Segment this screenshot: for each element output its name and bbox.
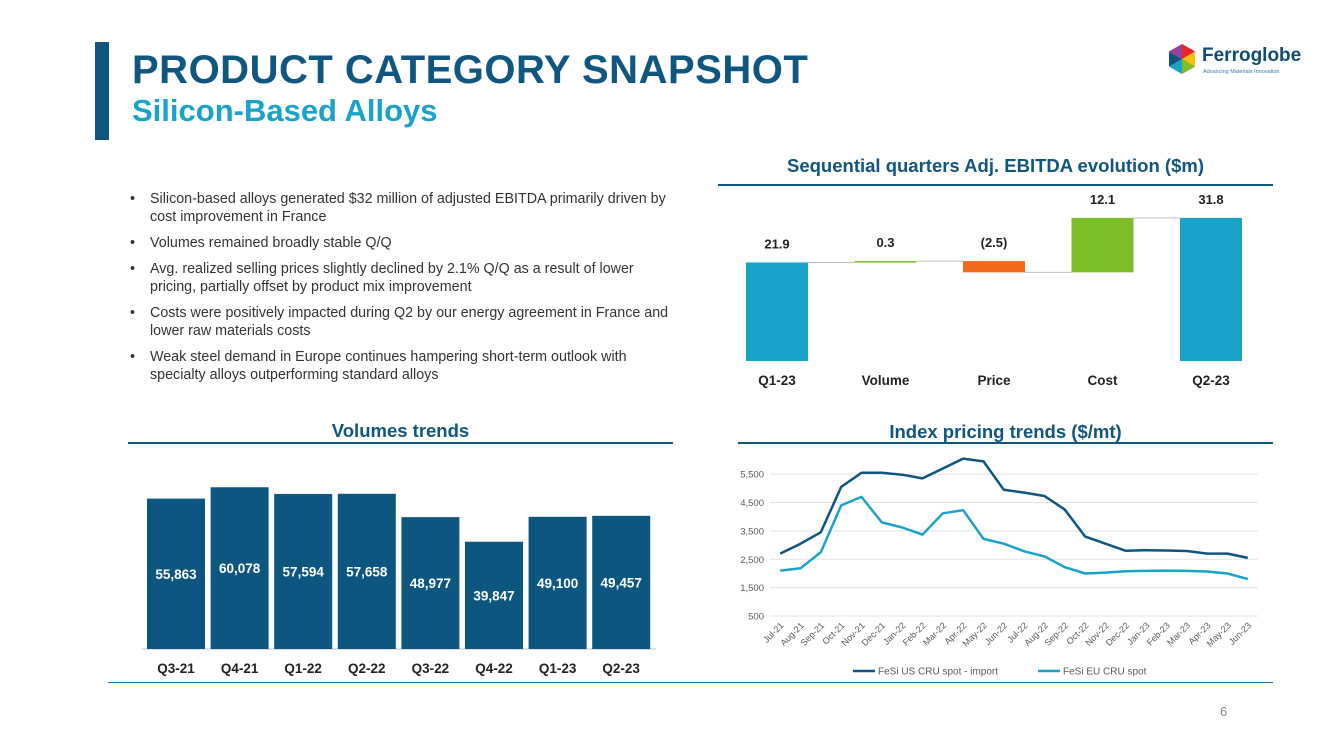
summary-bullet-list: • Silicon-based alloys generated $32 mill… — [128, 190, 683, 392]
volumes-category-label: Q3-21 — [157, 661, 195, 676]
bullet-icon: • — [130, 261, 136, 277]
bullet-item: • Weak steel demand in Europe continues h… — [128, 348, 683, 384]
waterfall-category-label: Q2-23 — [1192, 373, 1230, 388]
waterfall-data-label: 12.1 — [1090, 192, 1115, 207]
legend-label: FeSi US CRU spot - import — [878, 667, 998, 678]
page-subtitle: Silicon-Based Alloys — [132, 93, 438, 128]
page-title: PRODUCT CATEGORY SNAPSHOT — [132, 48, 809, 92]
waterfall-bar — [854, 261, 917, 263]
waterfall-category-label: Q1-23 — [758, 373, 796, 388]
company-logo: Ferroglobe Advancing Materials Innovatio… — [1166, 43, 1316, 77]
volumes-bar — [401, 517, 460, 649]
volumes-chart-title: Volumes trends — [331, 420, 470, 441]
waterfall-chart-title: Sequential quarters Adj. EBITDA evolutio… — [787, 155, 1204, 176]
volumes-category-label: Q3-22 — [412, 661, 450, 676]
pricing-x-tick-label: Mar-23 — [1165, 620, 1192, 647]
volumes-category-label: Q1-22 — [284, 661, 322, 676]
volumes-bar — [465, 541, 523, 649]
bullet-icon: • — [130, 349, 136, 365]
volumes-bar — [210, 487, 269, 649]
volumes-data-label: 57,594 — [283, 564, 325, 579]
waterfall-category-label: Volume — [862, 373, 910, 388]
volumes-bar — [592, 515, 651, 649]
bullet-item: • Costs were positively impacted during Q… — [128, 304, 683, 340]
bullet-text: Silicon-based alloys generated $32 milli… — [150, 191, 666, 225]
pricing-chart-title: Index pricing trends ($/mt) — [889, 421, 1122, 442]
volumes-category-label: Q2-22 — [348, 661, 386, 676]
pricing-chart: 5001,5002,5003,5004,5005,500Jul-21Aug-21… — [740, 457, 1258, 678]
volumes-bar — [337, 493, 396, 649]
bullet-text: Avg. realized selling prices slightly de… — [150, 261, 634, 295]
logo-tagline: Advancing Materials Innovation — [1203, 69, 1280, 75]
waterfall-bar — [1180, 217, 1242, 361]
volumes-data-label: 55,863 — [155, 567, 197, 582]
pricing-title-rule — [738, 442, 1273, 444]
waterfall-data-label: (2.5) — [981, 235, 1008, 250]
waterfall-bar — [963, 261, 1025, 273]
pricing-y-tick-label: 1,500 — [740, 583, 764, 594]
bullet-text: Weak steel demand in Europe continues ha… — [150, 349, 627, 383]
volumes-title-rule — [128, 442, 673, 444]
volumes-data-label: 57,658 — [346, 564, 388, 579]
fesi-us-line — [779, 457, 1249, 560]
bullet-item: • Silicon-based alloys generated $32 mill… — [128, 190, 683, 226]
waterfall-chart: 21.9 Q1-23 0.3 Volume (2.5) Price 12.1 Cost 31.8… — [746, 192, 1242, 388]
logo-name: Ferroglobe — [1202, 45, 1302, 66]
volumes-data-label: 49,457 — [601, 575, 642, 590]
volumes-bar — [147, 498, 205, 649]
title-accent-bar — [95, 42, 109, 140]
waterfall-bar — [746, 262, 808, 361]
volumes-data-label: 48,977 — [410, 576, 451, 591]
bullet-item: • Volumes remained broadly stable Q/Q — [128, 234, 683, 252]
bullet-icon: • — [130, 305, 136, 321]
volumes-category-label: Q4-22 — [475, 661, 513, 676]
waterfall-data-label: 0.3 — [876, 235, 894, 250]
volumes-data-label: 60,078 — [219, 561, 261, 576]
bullet-item: • Avg. realized selling prices slightly d… — [128, 260, 683, 296]
volumes-data-label: 49,100 — [537, 576, 578, 591]
volumes-category-label: Q2-23 — [602, 661, 640, 676]
fesi-eu-line — [780, 495, 1249, 581]
bullet-icon: • — [130, 235, 136, 251]
pricing-y-tick-label: 2,500 — [740, 555, 764, 566]
pricing-y-tick-label: 500 — [748, 612, 764, 623]
bullet-icon: • — [130, 191, 136, 207]
volumes-data-label: 39,847 — [473, 588, 514, 603]
page-number: 6 — [1220, 704, 1228, 719]
waterfall-category-label: Cost — [1088, 373, 1119, 388]
volumes-category-label: Q4-21 — [221, 661, 259, 676]
ferroglobe-globe-icon — [1169, 44, 1195, 74]
pricing-x-tick-label: Jun-22 — [983, 620, 1010, 647]
pricing-y-tick-label: 5,500 — [740, 470, 764, 481]
bullet-text: Costs were positively impacted during Q2… — [150, 305, 669, 339]
waterfall-data-label: 31.8 — [1198, 192, 1223, 207]
pricing-x-tick-label: Jun-23 — [1227, 620, 1254, 647]
footer-rule — [108, 682, 1273, 683]
legend-label: FeSi EU CRU spot — [1063, 667, 1147, 678]
waterfall-bar — [1071, 217, 1134, 273]
waterfall-title-rule — [718, 184, 1273, 186]
volumes-bar — [528, 516, 587, 649]
waterfall-data-label: 21.9 — [764, 236, 789, 251]
pricing-x-tick-label: Mar-22 — [921, 620, 948, 647]
volumes-chart: 55,863 Q3-21 60,078 Q4-21 57,594 Q1-22 57,658 Q… — [142, 487, 656, 676]
pricing-y-tick-label: 4,500 — [740, 498, 764, 509]
volumes-category-label: Q1-23 — [539, 661, 577, 676]
volumes-bar — [274, 493, 333, 649]
pricing-y-tick-label: 3,500 — [740, 526, 764, 537]
bullet-text: Volumes remained broadly stable Q/Q — [150, 235, 392, 251]
waterfall-category-label: Price — [977, 373, 1011, 388]
